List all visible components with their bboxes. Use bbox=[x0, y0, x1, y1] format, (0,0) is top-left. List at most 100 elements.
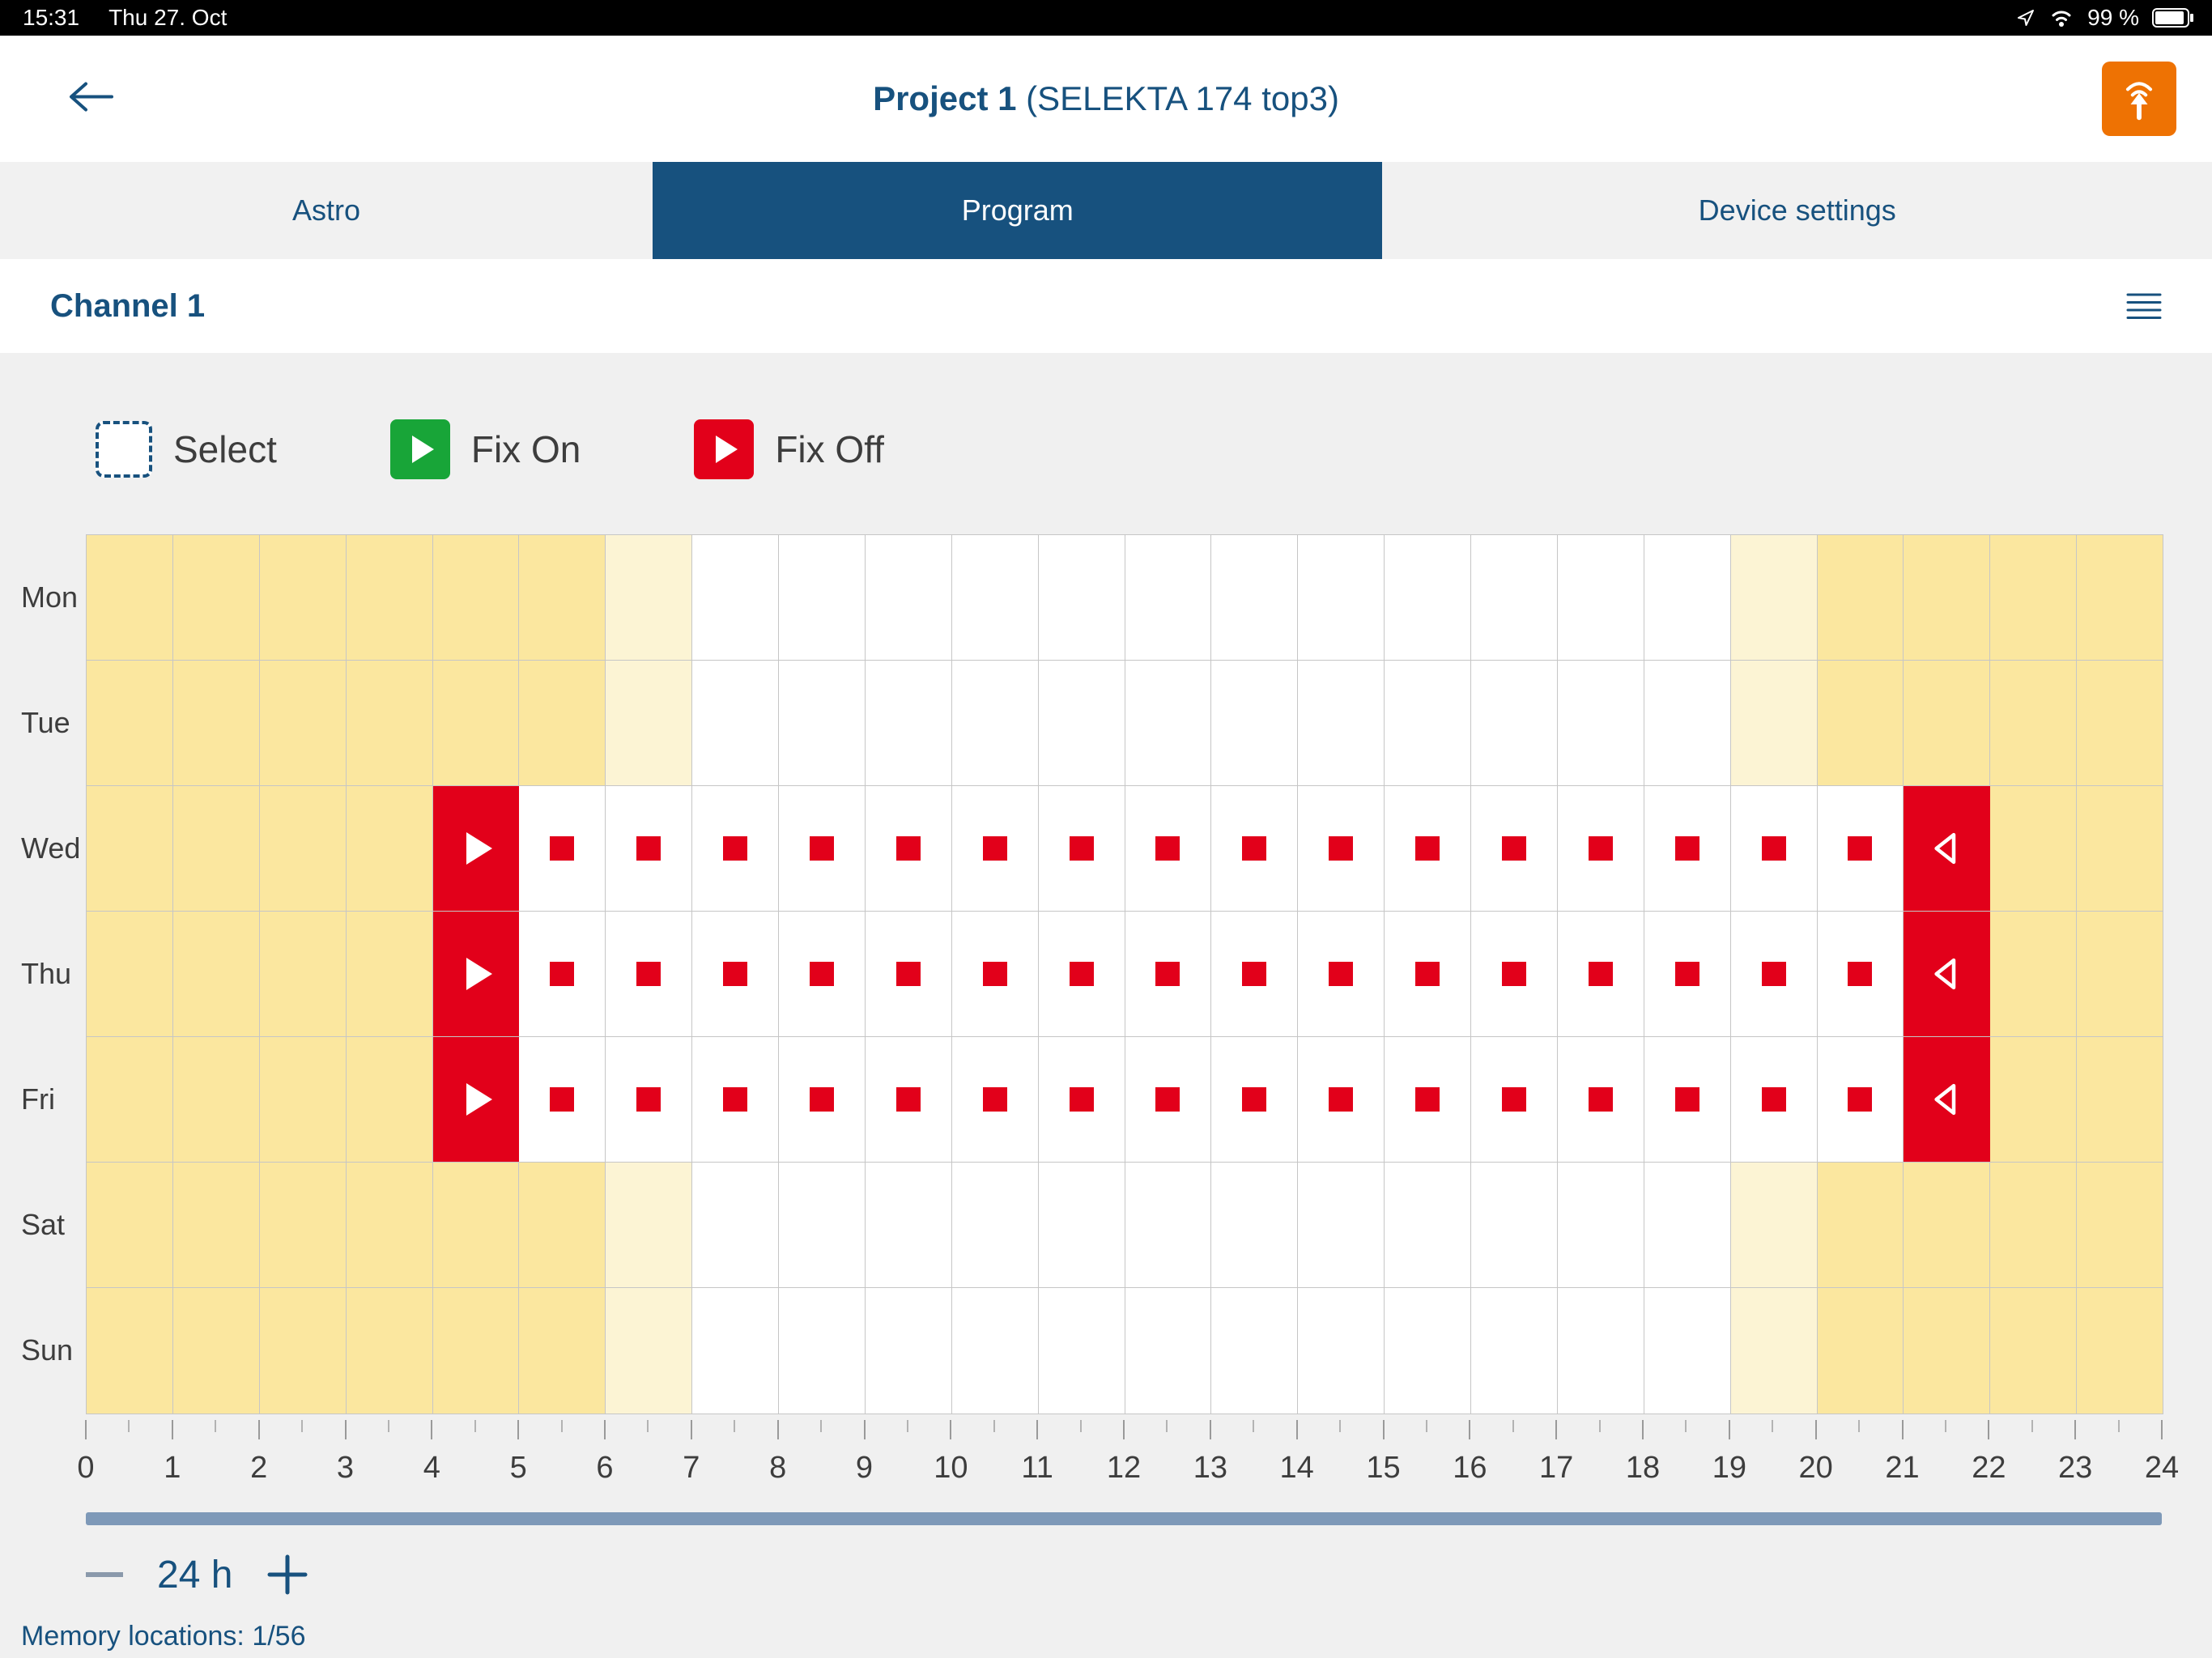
cell-thu-11[interactable] bbox=[1038, 912, 1125, 1036]
timeline-scrollbar[interactable] bbox=[86, 1512, 2162, 1525]
cell-fri-18[interactable] bbox=[1644, 1037, 1731, 1162]
cell-wed-13[interactable] bbox=[1211, 786, 1299, 911]
cell-thu-2[interactable] bbox=[259, 912, 347, 1036]
cell-fri-11[interactable] bbox=[1038, 1037, 1125, 1162]
cell-tue-7[interactable] bbox=[692, 661, 779, 785]
cell-wed-5[interactable] bbox=[519, 786, 606, 911]
cell-sat-1[interactable] bbox=[172, 1163, 260, 1287]
cell-fri-3[interactable] bbox=[346, 1037, 433, 1162]
cell-sun-10[interactable] bbox=[951, 1288, 1039, 1414]
cell-sat-4[interactable] bbox=[432, 1163, 520, 1287]
cell-thu-14[interactable] bbox=[1298, 912, 1385, 1036]
cell-fri-7[interactable] bbox=[692, 1037, 779, 1162]
cell-sun-2[interactable] bbox=[259, 1288, 347, 1414]
cell-wed-4[interactable] bbox=[432, 786, 520, 911]
cell-sun-4[interactable] bbox=[432, 1288, 520, 1414]
cell-sat-16[interactable] bbox=[1471, 1163, 1558, 1287]
legend-fix-off[interactable]: Fix Off bbox=[694, 419, 884, 479]
upload-to-device-button[interactable] bbox=[2102, 62, 2176, 136]
cell-mon-6[interactable] bbox=[606, 535, 693, 660]
cell-sun-8[interactable] bbox=[779, 1288, 866, 1414]
cell-wed-20[interactable] bbox=[1817, 786, 1904, 911]
cell-fri-20[interactable] bbox=[1817, 1037, 1904, 1162]
cell-mon-5[interactable] bbox=[519, 535, 606, 660]
cell-wed-19[interactable] bbox=[1730, 786, 1818, 911]
cell-mon-10[interactable] bbox=[951, 535, 1039, 660]
cell-thu-18[interactable] bbox=[1644, 912, 1731, 1036]
cell-sun-20[interactable] bbox=[1817, 1288, 1904, 1414]
cell-fri-0[interactable] bbox=[87, 1037, 173, 1162]
cell-sun-13[interactable] bbox=[1211, 1288, 1299, 1414]
cell-mon-7[interactable] bbox=[692, 535, 779, 660]
cell-sun-23[interactable] bbox=[2077, 1288, 2163, 1414]
cell-tue-11[interactable] bbox=[1038, 661, 1125, 785]
cell-tue-16[interactable] bbox=[1471, 661, 1558, 785]
cell-thu-16[interactable] bbox=[1471, 912, 1558, 1036]
tab-astro[interactable]: Astro bbox=[291, 193, 360, 227]
cell-wed-0[interactable] bbox=[87, 786, 173, 911]
cell-mon-14[interactable] bbox=[1298, 535, 1385, 660]
cell-sat-3[interactable] bbox=[346, 1163, 433, 1287]
cell-fri-9[interactable] bbox=[865, 1037, 952, 1162]
cell-fri-1[interactable] bbox=[172, 1037, 260, 1162]
back-button[interactable] bbox=[65, 79, 118, 120]
cell-fri-21[interactable] bbox=[1904, 1037, 1991, 1162]
cell-sun-15[interactable] bbox=[1385, 1288, 1471, 1414]
cell-thu-20[interactable] bbox=[1817, 912, 1904, 1036]
cell-tue-3[interactable] bbox=[346, 661, 433, 785]
cell-fri-12[interactable] bbox=[1125, 1037, 1212, 1162]
cell-wed-2[interactable] bbox=[259, 786, 347, 911]
cell-fri-14[interactable] bbox=[1298, 1037, 1385, 1162]
cell-thu-5[interactable] bbox=[519, 912, 606, 1036]
cell-sat-8[interactable] bbox=[779, 1163, 866, 1287]
cell-fri-2[interactable] bbox=[259, 1037, 347, 1162]
cell-mon-12[interactable] bbox=[1125, 535, 1212, 660]
cell-sat-12[interactable] bbox=[1125, 1163, 1212, 1287]
cell-thu-22[interactable] bbox=[1990, 912, 2078, 1036]
cell-sat-22[interactable] bbox=[1990, 1163, 2078, 1287]
cell-tue-17[interactable] bbox=[1557, 661, 1644, 785]
cell-tue-15[interactable] bbox=[1385, 661, 1471, 785]
cell-fri-15[interactable] bbox=[1385, 1037, 1471, 1162]
cell-sun-0[interactable] bbox=[87, 1288, 173, 1414]
cell-mon-17[interactable] bbox=[1557, 535, 1644, 660]
cell-wed-6[interactable] bbox=[606, 786, 693, 911]
cell-thu-17[interactable] bbox=[1557, 912, 1644, 1036]
cell-mon-21[interactable] bbox=[1904, 535, 1991, 660]
cell-fri-17[interactable] bbox=[1557, 1037, 1644, 1162]
cell-thu-13[interactable] bbox=[1211, 912, 1299, 1036]
cell-mon-16[interactable] bbox=[1471, 535, 1558, 660]
cell-mon-9[interactable] bbox=[865, 535, 952, 660]
cell-mon-1[interactable] bbox=[172, 535, 260, 660]
cell-wed-1[interactable] bbox=[172, 786, 260, 911]
tab-device-settings[interactable]: Device settings bbox=[1698, 193, 1896, 227]
cell-wed-22[interactable] bbox=[1990, 786, 2078, 911]
cell-sun-17[interactable] bbox=[1557, 1288, 1644, 1414]
cell-wed-7[interactable] bbox=[692, 786, 779, 911]
cell-fri-22[interactable] bbox=[1990, 1037, 2078, 1162]
cell-wed-10[interactable] bbox=[951, 786, 1039, 911]
cell-tue-10[interactable] bbox=[951, 661, 1039, 785]
cell-thu-19[interactable] bbox=[1730, 912, 1818, 1036]
cell-tue-9[interactable] bbox=[865, 661, 952, 785]
cell-sat-20[interactable] bbox=[1817, 1163, 1904, 1287]
legend-fix-on[interactable]: Fix On bbox=[389, 419, 581, 479]
cell-tue-22[interactable] bbox=[1990, 661, 2078, 785]
cell-wed-9[interactable] bbox=[865, 786, 952, 911]
cell-mon-3[interactable] bbox=[346, 535, 433, 660]
cell-sun-18[interactable] bbox=[1644, 1288, 1731, 1414]
cell-sun-7[interactable] bbox=[692, 1288, 779, 1414]
cell-sat-5[interactable] bbox=[519, 1163, 606, 1287]
cell-mon-22[interactable] bbox=[1990, 535, 2078, 660]
cell-tue-5[interactable] bbox=[519, 661, 606, 785]
cell-tue-4[interactable] bbox=[432, 661, 520, 785]
cell-mon-11[interactable] bbox=[1038, 535, 1125, 660]
cell-thu-1[interactable] bbox=[172, 912, 260, 1036]
cell-thu-9[interactable] bbox=[865, 912, 952, 1036]
cell-sat-19[interactable] bbox=[1730, 1163, 1818, 1287]
cell-sat-10[interactable] bbox=[951, 1163, 1039, 1287]
cell-sat-0[interactable] bbox=[87, 1163, 173, 1287]
cell-wed-23[interactable] bbox=[2077, 786, 2163, 911]
cell-sun-12[interactable] bbox=[1125, 1288, 1212, 1414]
cell-sat-11[interactable] bbox=[1038, 1163, 1125, 1287]
